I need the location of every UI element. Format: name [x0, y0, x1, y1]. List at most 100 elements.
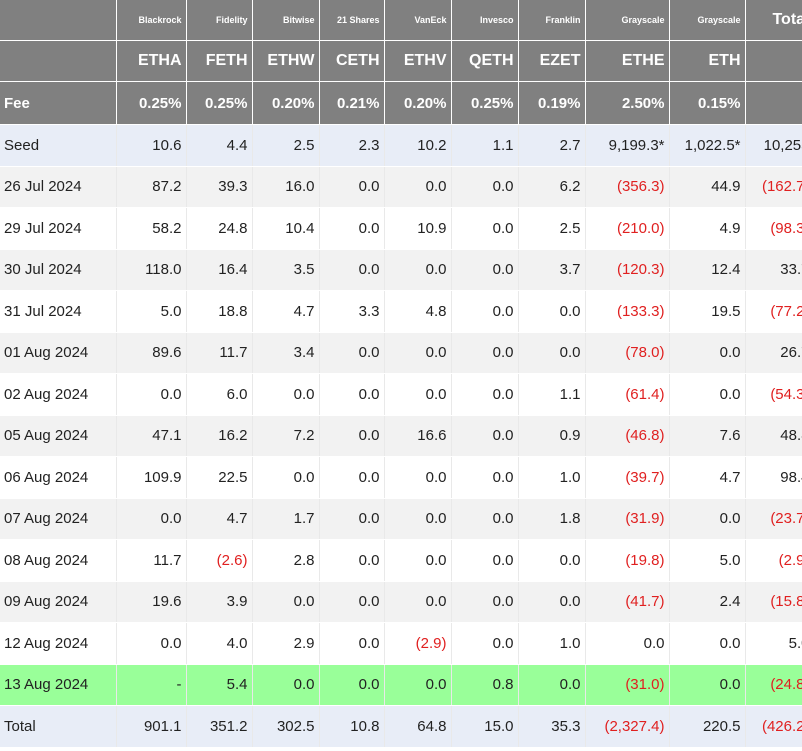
table-row: 05 Aug 2024 47.1 16.2 7.2 0.0 16.6 0.0 0.9 (46.8… [0, 415, 802, 457]
flow-cell: 0.0 [451, 290, 519, 333]
issuer-name: VanEck [384, 0, 452, 41]
flow-cell: 0.0 [451, 207, 519, 250]
flow-cell: 3.4 [252, 332, 320, 374]
row-label: 26 Jul 2024 [0, 166, 117, 208]
ticker: ETHE [585, 40, 670, 82]
flow-cell: 6.2 [518, 166, 586, 208]
flow-cell: (61.4) [585, 373, 670, 416]
flow-cell: 47.1 [116, 415, 187, 457]
row-label: 05 Aug 2024 [0, 415, 117, 457]
flow-cell: 0.0 [116, 498, 187, 540]
table-row: 01 Aug 2024 89.6 11.7 3.4 0.0 0.0 0.0 0.0 (78.0)… [0, 332, 802, 374]
flow-cell: 2.5 [518, 207, 586, 250]
flow-cell: (2,327.4) [585, 705, 670, 748]
flow-cell: 1.8 [518, 498, 586, 540]
flow-cell: (31.0) [585, 664, 670, 706]
flow-cell: 4.7 [186, 498, 253, 540]
row-total-cell: (2.9) [745, 539, 802, 582]
flow-cell: 0.0 [319, 207, 385, 250]
header-blank [745, 40, 802, 82]
ticker: ETH [669, 40, 746, 82]
flow-cell: 4.7 [669, 456, 746, 499]
flow-cell: 35.3 [518, 705, 586, 748]
flow-cell: 0.0 [116, 622, 187, 665]
flow-cell: 0.0 [319, 622, 385, 665]
ticker-header-row: ETHA FETH ETHW CETH ETHV QETH EZET ETHE … [0, 40, 802, 82]
row-label: 30 Jul 2024 [0, 249, 117, 291]
flow-cell: 1.0 [518, 622, 586, 665]
flow-cell: 2.5 [252, 124, 320, 167]
table-row: 07 Aug 2024 0.0 4.7 1.7 0.0 0.0 0.0 1.8 (31.9) 0.… [0, 498, 802, 540]
flow-cell: 10.8 [319, 705, 385, 748]
flow-cell: (2.6) [186, 539, 253, 582]
flow-cell: 16.6 [384, 415, 452, 457]
flow-cell: 0.8 [451, 664, 519, 706]
flow-cell: 0.0 [384, 664, 452, 706]
flow-cell: 351.2 [186, 705, 253, 748]
flow-cell: 0.0 [518, 539, 586, 582]
row-total-cell: (24.8) [745, 664, 802, 706]
flow-cell: 2.9 [252, 622, 320, 665]
flow-cell: (2.9) [384, 622, 452, 665]
ticker: ETHV [384, 40, 452, 82]
flow-cell: 5.0 [116, 290, 187, 333]
flow-cell: 4.9 [669, 207, 746, 250]
table-row: 13 Aug 2024-5.4 0.0 0.0 0.0 0.8 0.0 (31.0) 0.0(… [0, 664, 802, 706]
flow-cell: 0.0 [669, 622, 746, 665]
flow-cell: 1,022.5* [669, 124, 746, 167]
row-total-cell: (98.3) [745, 207, 802, 250]
flow-cell: 0.0 [384, 249, 452, 291]
row-total-cell: 26.7 [745, 332, 802, 374]
flow-cell: 19.6 [116, 581, 187, 623]
header-corner [0, 0, 117, 41]
flow-cell: 89.6 [116, 332, 187, 374]
flow-cell: 4.0 [186, 622, 253, 665]
row-total-cell: 98.4 [745, 456, 802, 499]
flow-cell: 901.1 [116, 705, 187, 748]
flow-cell: 4.4 [186, 124, 253, 167]
flow-cell: 0.0 [319, 456, 385, 499]
flow-cell: 0.0 [451, 249, 519, 291]
flow-cell: (133.3) [585, 290, 670, 333]
row-label: 09 Aug 2024 [0, 581, 117, 623]
flow-cell: 3.9 [186, 581, 253, 623]
flow-cell: 118.0 [116, 249, 187, 291]
flow-cell: 0.0 [384, 498, 452, 540]
flow-cell: 4.8 [384, 290, 452, 333]
flow-cell: 22.5 [186, 456, 253, 499]
flow-cell: 1.7 [252, 498, 320, 540]
fee-value: 0.25% [116, 81, 187, 125]
fee-value: 2.50% [585, 81, 670, 125]
flow-cell: 2.3 [319, 124, 385, 167]
flow-cell: 0.0 [451, 581, 519, 623]
flow-cell: 1.0 [518, 456, 586, 499]
table-row: 06 Aug 2024 109.9 22.5 0.0 0.0 0.0 0.0 1.0 (39.7… [0, 456, 802, 499]
table-row: 08 Aug 2024 11.7 (2.6) 2.8 0.0 0.0 0.0 0.0 (19.8… [0, 539, 802, 582]
flow-cell: 0.0 [319, 166, 385, 208]
ticker: CETH [319, 40, 385, 82]
flow-cell: (46.8) [585, 415, 670, 457]
flow-cell: 18.8 [186, 290, 253, 333]
row-total-cell: 48.8 [745, 415, 802, 457]
flow-cell: 7.6 [669, 415, 746, 457]
flow-cell: 0.0 [451, 415, 519, 457]
fee-value: 0.20% [252, 81, 320, 125]
total-row: Total 901.1 351.2 302.5 10.8 64.8 15.0 35.3 (2,3… [0, 705, 802, 748]
row-total-cell: (15.8) [745, 581, 802, 623]
flow-cell: 0.0 [384, 581, 452, 623]
flow-cell: 0.0 [384, 166, 452, 208]
flow-cell: 9,199.3* [585, 124, 670, 167]
flow-cell: 0.0 [319, 539, 385, 582]
row-label: 07 Aug 2024 [0, 498, 117, 540]
row-label: Seed [0, 124, 117, 167]
flow-cell: 11.7 [186, 332, 253, 374]
flow-cell: 0.0 [252, 373, 320, 416]
table-row: 30 Jul 2024 118.0 16.4 3.5 0.0 0.0 0.0 3.7 (120.… [0, 249, 802, 291]
flow-cell: 0.0 [669, 664, 746, 706]
issuer-header-row: Blackrock Fidelity Bitwise 21 Shares Van… [0, 0, 802, 41]
flow-cell: 0.0 [518, 581, 586, 623]
row-total-cell: 5.0 [745, 622, 802, 665]
flow-cell: 87.2 [116, 166, 187, 208]
row-label: 31 Jul 2024 [0, 290, 117, 333]
